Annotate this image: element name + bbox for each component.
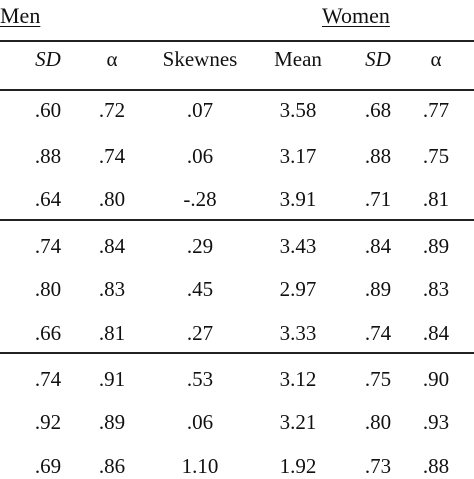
table-cell: .80 — [364, 410, 392, 434]
table-cell: .83 — [422, 277, 450, 301]
table-cell: .88 — [422, 454, 450, 478]
table-cell: .84 — [422, 321, 450, 345]
table-cell: .45 — [186, 277, 214, 301]
table-cell: .29 — [186, 234, 214, 258]
table-cell: 3.43 — [279, 234, 317, 258]
table-cell: 3.12 — [279, 367, 317, 391]
table-cell: .60 — [34, 98, 62, 122]
table-cell: .75 — [422, 144, 450, 168]
table-cell: .75 — [364, 367, 392, 391]
table-cell: .83 — [98, 277, 126, 301]
table-top-rule — [0, 40, 474, 42]
table-cell: .77 — [422, 98, 450, 122]
table-cell: .06 — [186, 410, 214, 434]
column-header-women-mean: Mean — [274, 47, 322, 71]
table-cell: .27 — [186, 321, 214, 345]
group-divider-rule — [0, 219, 474, 221]
table-cell: .90 — [422, 367, 450, 391]
table-cell: .66 — [34, 321, 62, 345]
table-cell: .80 — [34, 277, 62, 301]
table-cell: .81 — [422, 187, 450, 211]
group-header-women: Women — [322, 3, 390, 28]
table-cell: -.28 — [183, 187, 217, 211]
table-cell: 3.33 — [279, 321, 317, 345]
table-cell: .74 — [364, 321, 392, 345]
table-cell: .68 — [364, 98, 392, 122]
table-cell: .84 — [364, 234, 392, 258]
table-cell: 1.10 — [181, 454, 219, 478]
table-cell: 3.58 — [279, 98, 317, 122]
table-cell: .74 — [34, 234, 62, 258]
column-header-women-sd: SD — [365, 47, 391, 71]
table-cell: .53 — [186, 367, 214, 391]
table-cell: .64 — [34, 187, 62, 211]
table-cell: .89 — [422, 234, 450, 258]
table-cell: .81 — [98, 321, 126, 345]
table-cell: 2.97 — [279, 277, 317, 301]
table-cell: 3.21 — [279, 410, 317, 434]
table-cell: .88 — [364, 144, 392, 168]
table-cell: .74 — [34, 367, 62, 391]
table-cell: .89 — [364, 277, 392, 301]
table-cell: .88 — [34, 144, 62, 168]
table-cell: .06 — [186, 144, 214, 168]
table-cell: .91 — [98, 367, 126, 391]
table-cell: .86 — [98, 454, 126, 478]
table-cell: .74 — [98, 144, 126, 168]
table-cell: 3.91 — [279, 187, 317, 211]
group-header-men: Men — [0, 3, 41, 28]
header-rule — [0, 89, 474, 91]
column-header-women-alpha: α — [430, 47, 442, 71]
column-header-men-alpha: α — [106, 47, 118, 71]
table-cell: .89 — [98, 410, 126, 434]
table-cell: .93 — [422, 410, 450, 434]
table-cell: 1.92 — [279, 454, 317, 478]
column-header-skewness: Skewnes — [162, 47, 238, 71]
table-cell: .07 — [186, 98, 214, 122]
table-cell: .92 — [34, 410, 62, 434]
table-cell: .84 — [98, 234, 126, 258]
table-cell: .71 — [364, 187, 392, 211]
table-cell: .72 — [98, 98, 126, 122]
column-header-men-sd: SD — [35, 47, 61, 71]
group-divider-rule — [0, 352, 474, 354]
table-cell: 3.17 — [279, 144, 317, 168]
table-cell: .80 — [98, 187, 126, 211]
